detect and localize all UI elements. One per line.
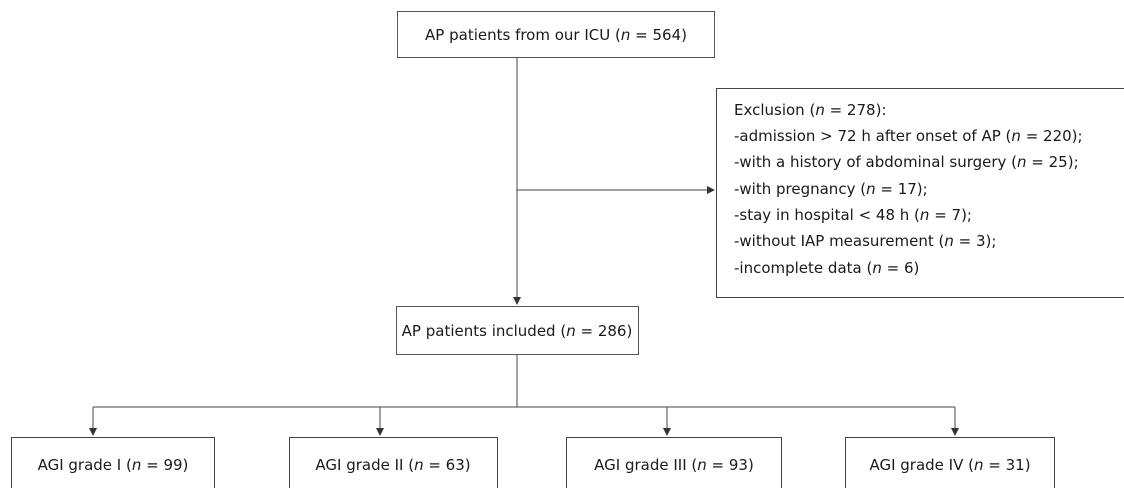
group-label: AGI grade IV (n = 31) [869, 456, 1030, 474]
node-label: AP patients from our ICU (n = 564) [425, 26, 687, 44]
group-label: AGI grade I (n = 99) [38, 456, 189, 474]
exclusion-item: -admission > 72 h after onset of AP (n =… [734, 127, 1083, 145]
exclusion-item: -with a history of abdominal surgery (n … [734, 153, 1079, 171]
exclusion-item: -stay in hospital < 48 h (n = 7); [734, 206, 972, 224]
exclusion-item: -incomplete data (n = 6) [734, 259, 919, 277]
exclusion-item: -with pregnancy (n = 17); [734, 180, 928, 198]
exclusion-item: -without IAP measurement (n = 3); [734, 232, 996, 250]
box [397, 11, 715, 58]
node-label: AP patients included (n = 286) [402, 322, 633, 340]
box [11, 437, 215, 488]
exclusion-title: Exclusion (n = 278): [734, 101, 886, 119]
box [396, 306, 639, 355]
box [716, 88, 1124, 298]
group-label: AGI grade III (n = 93) [594, 456, 754, 474]
box [289, 437, 498, 488]
box [566, 437, 782, 488]
box [845, 437, 1055, 488]
group-label: AGI grade II (n = 63) [315, 456, 470, 474]
